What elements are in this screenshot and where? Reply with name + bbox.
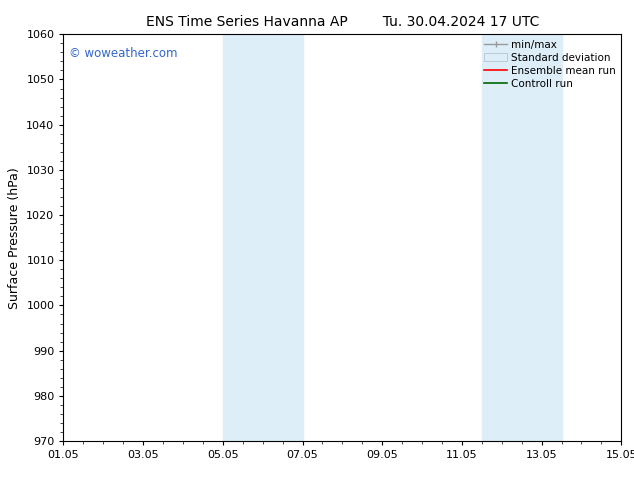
- Text: © woweather.com: © woweather.com: [69, 47, 178, 59]
- Legend: min/max, Standard deviation, Ensemble mean run, Controll run: min/max, Standard deviation, Ensemble me…: [482, 37, 618, 91]
- Bar: [223, 34, 302, 441]
- Title: ENS Time Series Havanna AP        Tu. 30.04.2024 17 UTC: ENS Time Series Havanna AP Tu. 30.04.202…: [146, 15, 539, 29]
- Bar: [482, 34, 562, 441]
- Y-axis label: Surface Pressure (hPa): Surface Pressure (hPa): [8, 167, 21, 309]
